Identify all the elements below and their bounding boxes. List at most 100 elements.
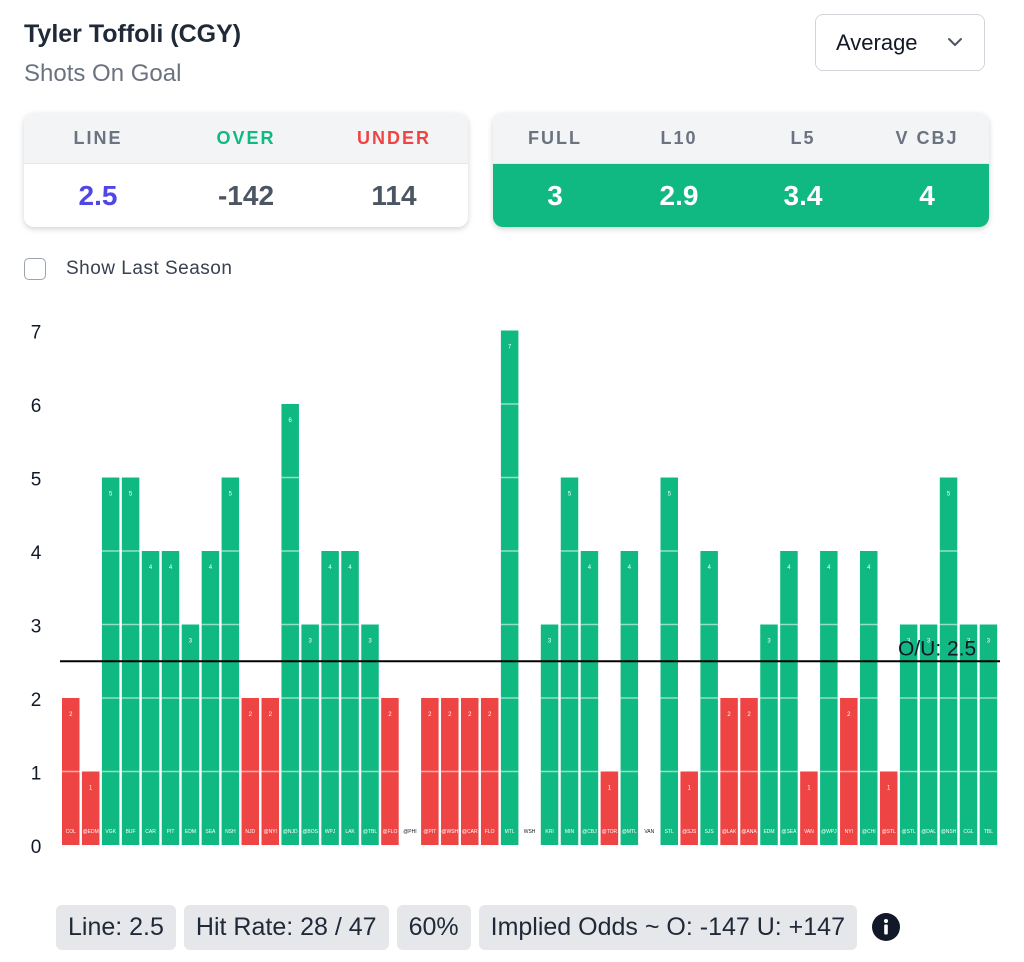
- bar-value-label: 2: [727, 712, 731, 718]
- info-icon[interactable]: [871, 912, 901, 942]
- bar: [959, 624, 978, 845]
- category-label: @NJD: [283, 829, 298, 835]
- y-tick-label: 4: [31, 543, 42, 564]
- y-tick-label: 5: [31, 470, 42, 491]
- bar-value-label: 5: [568, 492, 572, 498]
- category-label: COL: [66, 829, 77, 835]
- shots-bar-chart: 0 1 2 3 4 5 6 7 2 COL 1 @EDM 5 VGK 5 BUF 4 CAR 4 PIT 3 EDM 4 SE…: [31, 323, 1000, 858]
- bar-value-label: 5: [947, 492, 951, 498]
- category-label: @ANA: [741, 829, 757, 835]
- bar-value-label: 4: [707, 565, 711, 571]
- category-label: @CAR: [462, 829, 478, 835]
- bar-value-label: 3: [189, 639, 193, 645]
- bar-value-label: 6: [289, 418, 293, 424]
- line-value: 2.5: [78, 180, 118, 211]
- category-label: @WSH: [441, 829, 458, 835]
- category-label: @TBL: [363, 829, 377, 835]
- summary-footer: Line: 2.5 Hit Rate: 28 / 47 60% Implied …: [56, 904, 901, 950]
- bar-value-label: 5: [229, 492, 233, 498]
- bar-value-label: 3: [907, 639, 911, 645]
- bar-value-label: 5: [129, 492, 133, 498]
- hit-percent-pill: 60%: [396, 904, 471, 950]
- bar-value-label: 3: [967, 639, 971, 645]
- category-label: @LAK: [722, 829, 737, 835]
- show-last-season-toggle[interactable]: Show Last Season: [24, 258, 232, 280]
- y-tick-label: 2: [31, 690, 42, 711]
- category-label: BUF: [126, 829, 136, 835]
- category-label: @MTL: [622, 829, 637, 835]
- vs-opponent-average: 4: [919, 180, 935, 211]
- bar-value-label: 3: [368, 639, 372, 645]
- category-label: @PIT: [423, 829, 436, 835]
- category-label: @FLO: [383, 829, 398, 835]
- full-average: 3: [547, 180, 563, 211]
- bar-value-label: 3: [308, 639, 312, 645]
- category-label: FLO: [485, 829, 495, 835]
- bar-value-label: 4: [588, 565, 592, 571]
- category-label: KRI: [545, 829, 553, 835]
- category-label: @WPJ: [821, 829, 837, 835]
- category-label: LAK: [345, 829, 355, 835]
- implied-odds-pill: Implied Odds ~ O: -147 U: +147: [478, 904, 857, 950]
- bar-value-label: 2: [847, 712, 851, 718]
- bar: [540, 624, 559, 845]
- category-label: EDM: [763, 829, 774, 835]
- bar-value-label: 5: [668, 492, 672, 498]
- full-header: FULL: [528, 127, 582, 148]
- bar: [680, 771, 698, 845]
- over-under-label: O/U: 2.5: [898, 637, 976, 660]
- bar: [800, 771, 818, 845]
- bar-value-label: 3: [548, 639, 552, 645]
- bar: [600, 771, 619, 845]
- bar-value-label: 1: [608, 786, 612, 792]
- category-label: NJD: [245, 829, 255, 835]
- over-header: OVER: [216, 127, 276, 148]
- category-label: TBL: [984, 829, 993, 835]
- stat-name: Shots On Goal: [24, 60, 182, 87]
- bar-value-label: 2: [747, 712, 751, 718]
- bar-value-label: 3: [987, 639, 991, 645]
- category-label: CAR: [145, 829, 156, 835]
- l5-header: L5: [790, 127, 816, 148]
- category-label: @BOS: [302, 829, 318, 835]
- bar-value-label: 2: [468, 712, 472, 718]
- hit-rate-pill: Hit Rate: 28 / 47: [183, 904, 389, 950]
- category-label: CGL: [963, 829, 974, 835]
- line-pill: Line: 2.5: [56, 904, 176, 950]
- category-label: @STL: [902, 829, 916, 835]
- category-label: @DAL: [921, 829, 936, 835]
- bar-value-label: 1: [688, 786, 692, 792]
- bar-value-label: 7: [508, 345, 512, 351]
- bar-value-label: 4: [787, 565, 791, 571]
- bar: [899, 624, 918, 845]
- bar: [879, 771, 898, 845]
- category-label: @TOR: [602, 829, 618, 835]
- bar-value-label: 4: [328, 565, 332, 571]
- category-label: @NYI: [264, 829, 277, 835]
- average-dropdown[interactable]: Average: [815, 14, 985, 71]
- line-odds-card: LINE OVER UNDER 2.5 -142 114: [24, 113, 468, 227]
- show-last-season-checkbox[interactable]: [24, 258, 46, 280]
- bar-value-label: 2: [269, 712, 273, 718]
- y-tick-label: 6: [31, 396, 42, 417]
- category-label: NYI: [845, 829, 853, 835]
- bar-value-label: 4: [628, 565, 632, 571]
- category-label: EDM: [185, 829, 196, 835]
- category-label: WSH: [524, 829, 536, 835]
- y-tick-label: 3: [31, 617, 42, 638]
- category-label: MTL: [505, 829, 515, 835]
- l5-average: 3.4: [783, 180, 823, 211]
- y-tick-label: 0: [31, 837, 42, 858]
- header: Tyler Toffoli (CGY) Shots On Goal: [24, 18, 241, 90]
- category-label: @EDM: [83, 829, 99, 835]
- category-label: @SEA: [781, 829, 797, 835]
- l10-header: L10: [660, 127, 698, 148]
- bar-value-label: 2: [448, 712, 452, 718]
- under-header: UNDER: [356, 127, 431, 148]
- y-tick-label: 1: [31, 764, 42, 785]
- category-label: @PHI: [403, 829, 416, 835]
- chevron-down-icon: [948, 38, 962, 46]
- bar: [181, 624, 200, 845]
- category-label: MIN: [565, 829, 575, 835]
- category-label: SEA: [205, 829, 216, 835]
